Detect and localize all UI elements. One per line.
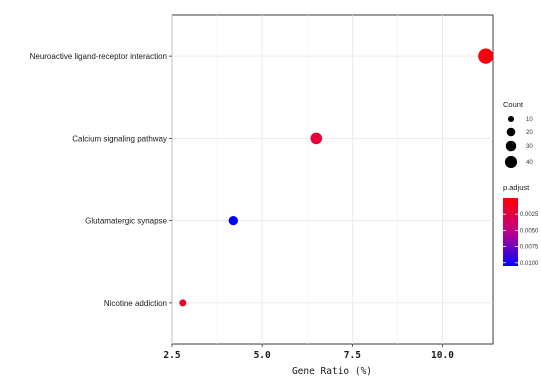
y-tick-label: Glutamatergic synapse (85, 217, 167, 226)
count-legend-label: 20 (526, 130, 533, 136)
count-legend-label: 10 (526, 117, 533, 123)
x-axis-title: Gene Ratio (%) (292, 366, 372, 377)
count-legend-items: 10 20 30 40 (504, 115, 533, 169)
count-legend-label: 40 (526, 160, 533, 166)
x-tick-label: 7.5 (344, 350, 361, 361)
y-tick-label: Calcium signaling pathway (72, 134, 167, 143)
padjust-legend-label: 0.0075 (520, 245, 539, 251)
count-legend-label: 30 (526, 144, 533, 150)
x-tick-label: 2.5 (163, 350, 180, 361)
y-tick-label: Nicotine addiction (104, 299, 167, 308)
padjust-legend: p.adjust 0.0025 0.0050 0.0075 0.0100 (503, 183, 539, 267)
y-axis: Nicotine addiction Glutamatergic synapse C… (30, 52, 172, 308)
padjust-colorbar (503, 198, 518, 266)
plot-panel (171, 14, 494, 345)
padjust-legend-label: 0.0100 (520, 261, 539, 267)
data-point (478, 48, 494, 64)
padjust-legend-title: p.adjust (503, 183, 530, 192)
count-legend-dot (504, 155, 518, 169)
data-point (179, 299, 187, 307)
major-gridlines (171, 15, 493, 344)
minor-gridlines (216, 15, 398, 344)
x-tick-label: 5.0 (254, 350, 271, 361)
padjust-legend-label: 0.0025 (520, 212, 539, 218)
count-legend-dot (505, 140, 517, 152)
y-tick-label: Neuroactive ligand-receptor interaction (30, 52, 167, 61)
count-legend-dot (506, 127, 516, 137)
padjust-legend-items: 0.0025 0.0050 0.0075 0.0100 (503, 212, 539, 267)
count-legend: Count 10 20 30 40 (503, 100, 533, 169)
x-tick-label: 10.0 (431, 350, 454, 361)
x-axis: 2.5 5.0 7.5 10.0 (163, 344, 454, 361)
data-point (228, 215, 238, 226)
padjust-legend-label: 0.0050 (520, 228, 539, 234)
data-points (179, 48, 494, 307)
data-point (310, 132, 323, 145)
count-legend-title: Count (503, 100, 524, 109)
count-legend-dot (507, 115, 515, 123)
